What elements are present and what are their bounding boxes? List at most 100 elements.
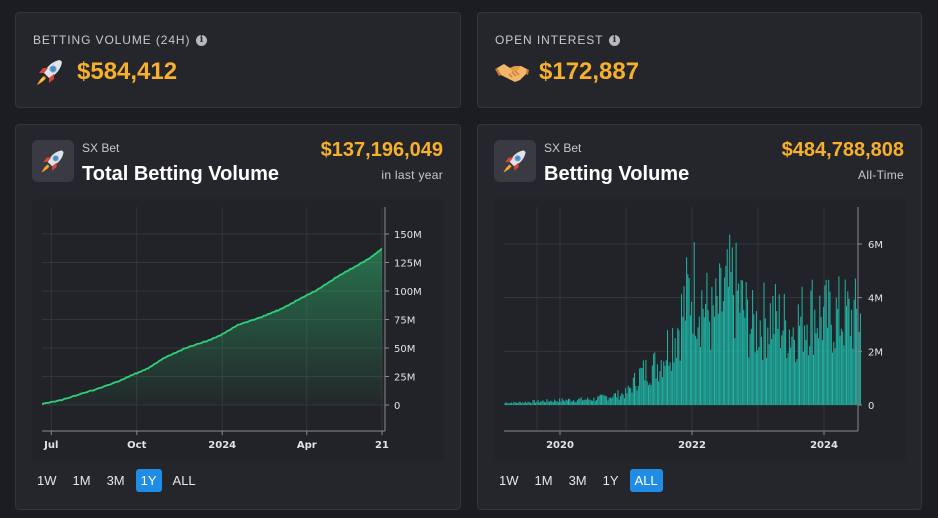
volume-bar xyxy=(628,387,630,405)
volume-bar xyxy=(637,386,639,405)
chart-subtitle: SX Bet xyxy=(544,141,582,155)
open-interest-row: $172,887 xyxy=(495,55,639,89)
volume-bar xyxy=(816,327,818,405)
volume-bar xyxy=(710,349,712,405)
volume-bar xyxy=(717,313,719,405)
volume-bar xyxy=(787,352,789,405)
volume-bar xyxy=(802,351,804,405)
range-button-3m[interactable]: 3M xyxy=(102,469,130,492)
volume-bar xyxy=(560,401,562,405)
volume-bar xyxy=(736,290,738,405)
volume-bar xyxy=(523,402,525,405)
volume-bar xyxy=(674,338,676,405)
volume-bar xyxy=(781,335,783,405)
volume-bar xyxy=(673,362,675,405)
area-chart-svg: 0 25M 50M 75M 100M 125M 150M Jul Oct 2024 Apr 21 xyxy=(41,207,422,451)
volume-bar xyxy=(838,276,840,405)
volume-bar xyxy=(693,242,695,405)
volume-bar xyxy=(675,357,677,405)
range-button-1w[interactable]: 1W xyxy=(32,469,62,492)
volume-bar xyxy=(677,327,679,405)
volume-bar xyxy=(720,267,722,405)
volume-bar xyxy=(636,390,638,405)
volume-bar xyxy=(588,399,590,405)
range-button-all[interactable]: ALL xyxy=(629,469,663,492)
volume-bar xyxy=(507,403,509,405)
volume-bar xyxy=(565,399,567,405)
volume-bar xyxy=(516,402,518,405)
volume-bar xyxy=(658,381,660,405)
y-tick-label: 100M xyxy=(394,287,422,298)
volume-bar xyxy=(687,274,689,405)
sx-bet-logo xyxy=(32,140,74,182)
volume-bar xyxy=(698,316,700,405)
volume-bar xyxy=(678,330,680,405)
info-icon[interactable]: i xyxy=(196,34,208,46)
volume-bar xyxy=(805,340,807,405)
range-button-1m[interactable]: 1M xyxy=(68,469,96,492)
total-betting-volume-card: SX Bet Total Betting Volume $137,196,049… xyxy=(15,124,461,510)
rocket-icon xyxy=(41,150,64,173)
volume-bar xyxy=(549,401,551,405)
volume-bar xyxy=(858,332,860,405)
volume-bar xyxy=(752,290,754,405)
volume-bar xyxy=(824,285,826,405)
volume-bar xyxy=(589,399,591,405)
range-button-3m[interactable]: 3M xyxy=(564,469,592,492)
volume-bar xyxy=(792,327,794,405)
volume-bar xyxy=(804,325,806,405)
volume-bar xyxy=(634,372,636,405)
volume-bar xyxy=(700,347,702,405)
volume-bar xyxy=(796,359,798,405)
volume-bar xyxy=(512,403,514,405)
volume-bar xyxy=(566,400,568,405)
volume-bar xyxy=(763,282,765,405)
range-button-all[interactable]: ALL xyxy=(168,469,201,492)
volume-bar xyxy=(550,400,552,405)
betting-volume-chart[interactable]: 0 2M 4M 6M 2020 2022 2024 xyxy=(494,199,906,461)
volume-bar xyxy=(584,399,586,405)
volume-bar xyxy=(820,317,822,405)
volume-bar xyxy=(646,381,648,405)
y-tick-label: 75M xyxy=(394,316,415,327)
volume-bar xyxy=(835,297,837,405)
volume-bar xyxy=(621,393,623,405)
volume-bar xyxy=(543,401,545,405)
range-button-1w[interactable]: 1W xyxy=(494,469,524,492)
volume-bar xyxy=(852,348,854,405)
volume-bar xyxy=(613,393,615,405)
volume-bar xyxy=(542,400,544,405)
volume-line xyxy=(41,247,383,406)
total-volume-chart[interactable]: 0 25M 50M 75M 100M 125M 150M Jul Oct 2024 Apr 21 xyxy=(32,199,444,461)
volume-bar xyxy=(651,365,653,405)
volume-bar xyxy=(670,370,672,405)
volume-bar xyxy=(660,359,662,405)
volume-bar xyxy=(519,401,521,405)
volume-bar xyxy=(701,290,703,405)
volume-bar xyxy=(615,393,617,405)
volume-bar xyxy=(528,401,530,405)
volume-bar xyxy=(692,333,694,405)
volume-bar xyxy=(697,327,699,405)
info-icon[interactable]: i xyxy=(609,34,621,46)
range-button-1y[interactable]: 1Y xyxy=(135,469,162,492)
chart-title: Betting Volume xyxy=(544,163,690,185)
volume-bar xyxy=(510,402,512,405)
range-button-1m[interactable]: 1M xyxy=(530,469,558,492)
range-button-1y[interactable]: 1Y xyxy=(598,469,624,492)
volume-bar xyxy=(738,283,740,405)
y-tick-label: 150M xyxy=(394,230,422,241)
volume-bar xyxy=(809,346,811,405)
chart-period: All-Time xyxy=(858,168,904,182)
volume-bar xyxy=(842,331,844,405)
volume-bar xyxy=(557,402,559,405)
volume-bar xyxy=(664,365,666,405)
volume-bar xyxy=(532,400,534,405)
y-tick-label: 0 xyxy=(868,401,874,412)
volume-bar xyxy=(648,385,650,405)
volume-bar xyxy=(807,355,809,405)
volume-bar xyxy=(576,400,578,405)
volume-bar xyxy=(537,399,539,405)
volume-bar xyxy=(721,311,723,405)
volume-bar xyxy=(788,329,790,405)
